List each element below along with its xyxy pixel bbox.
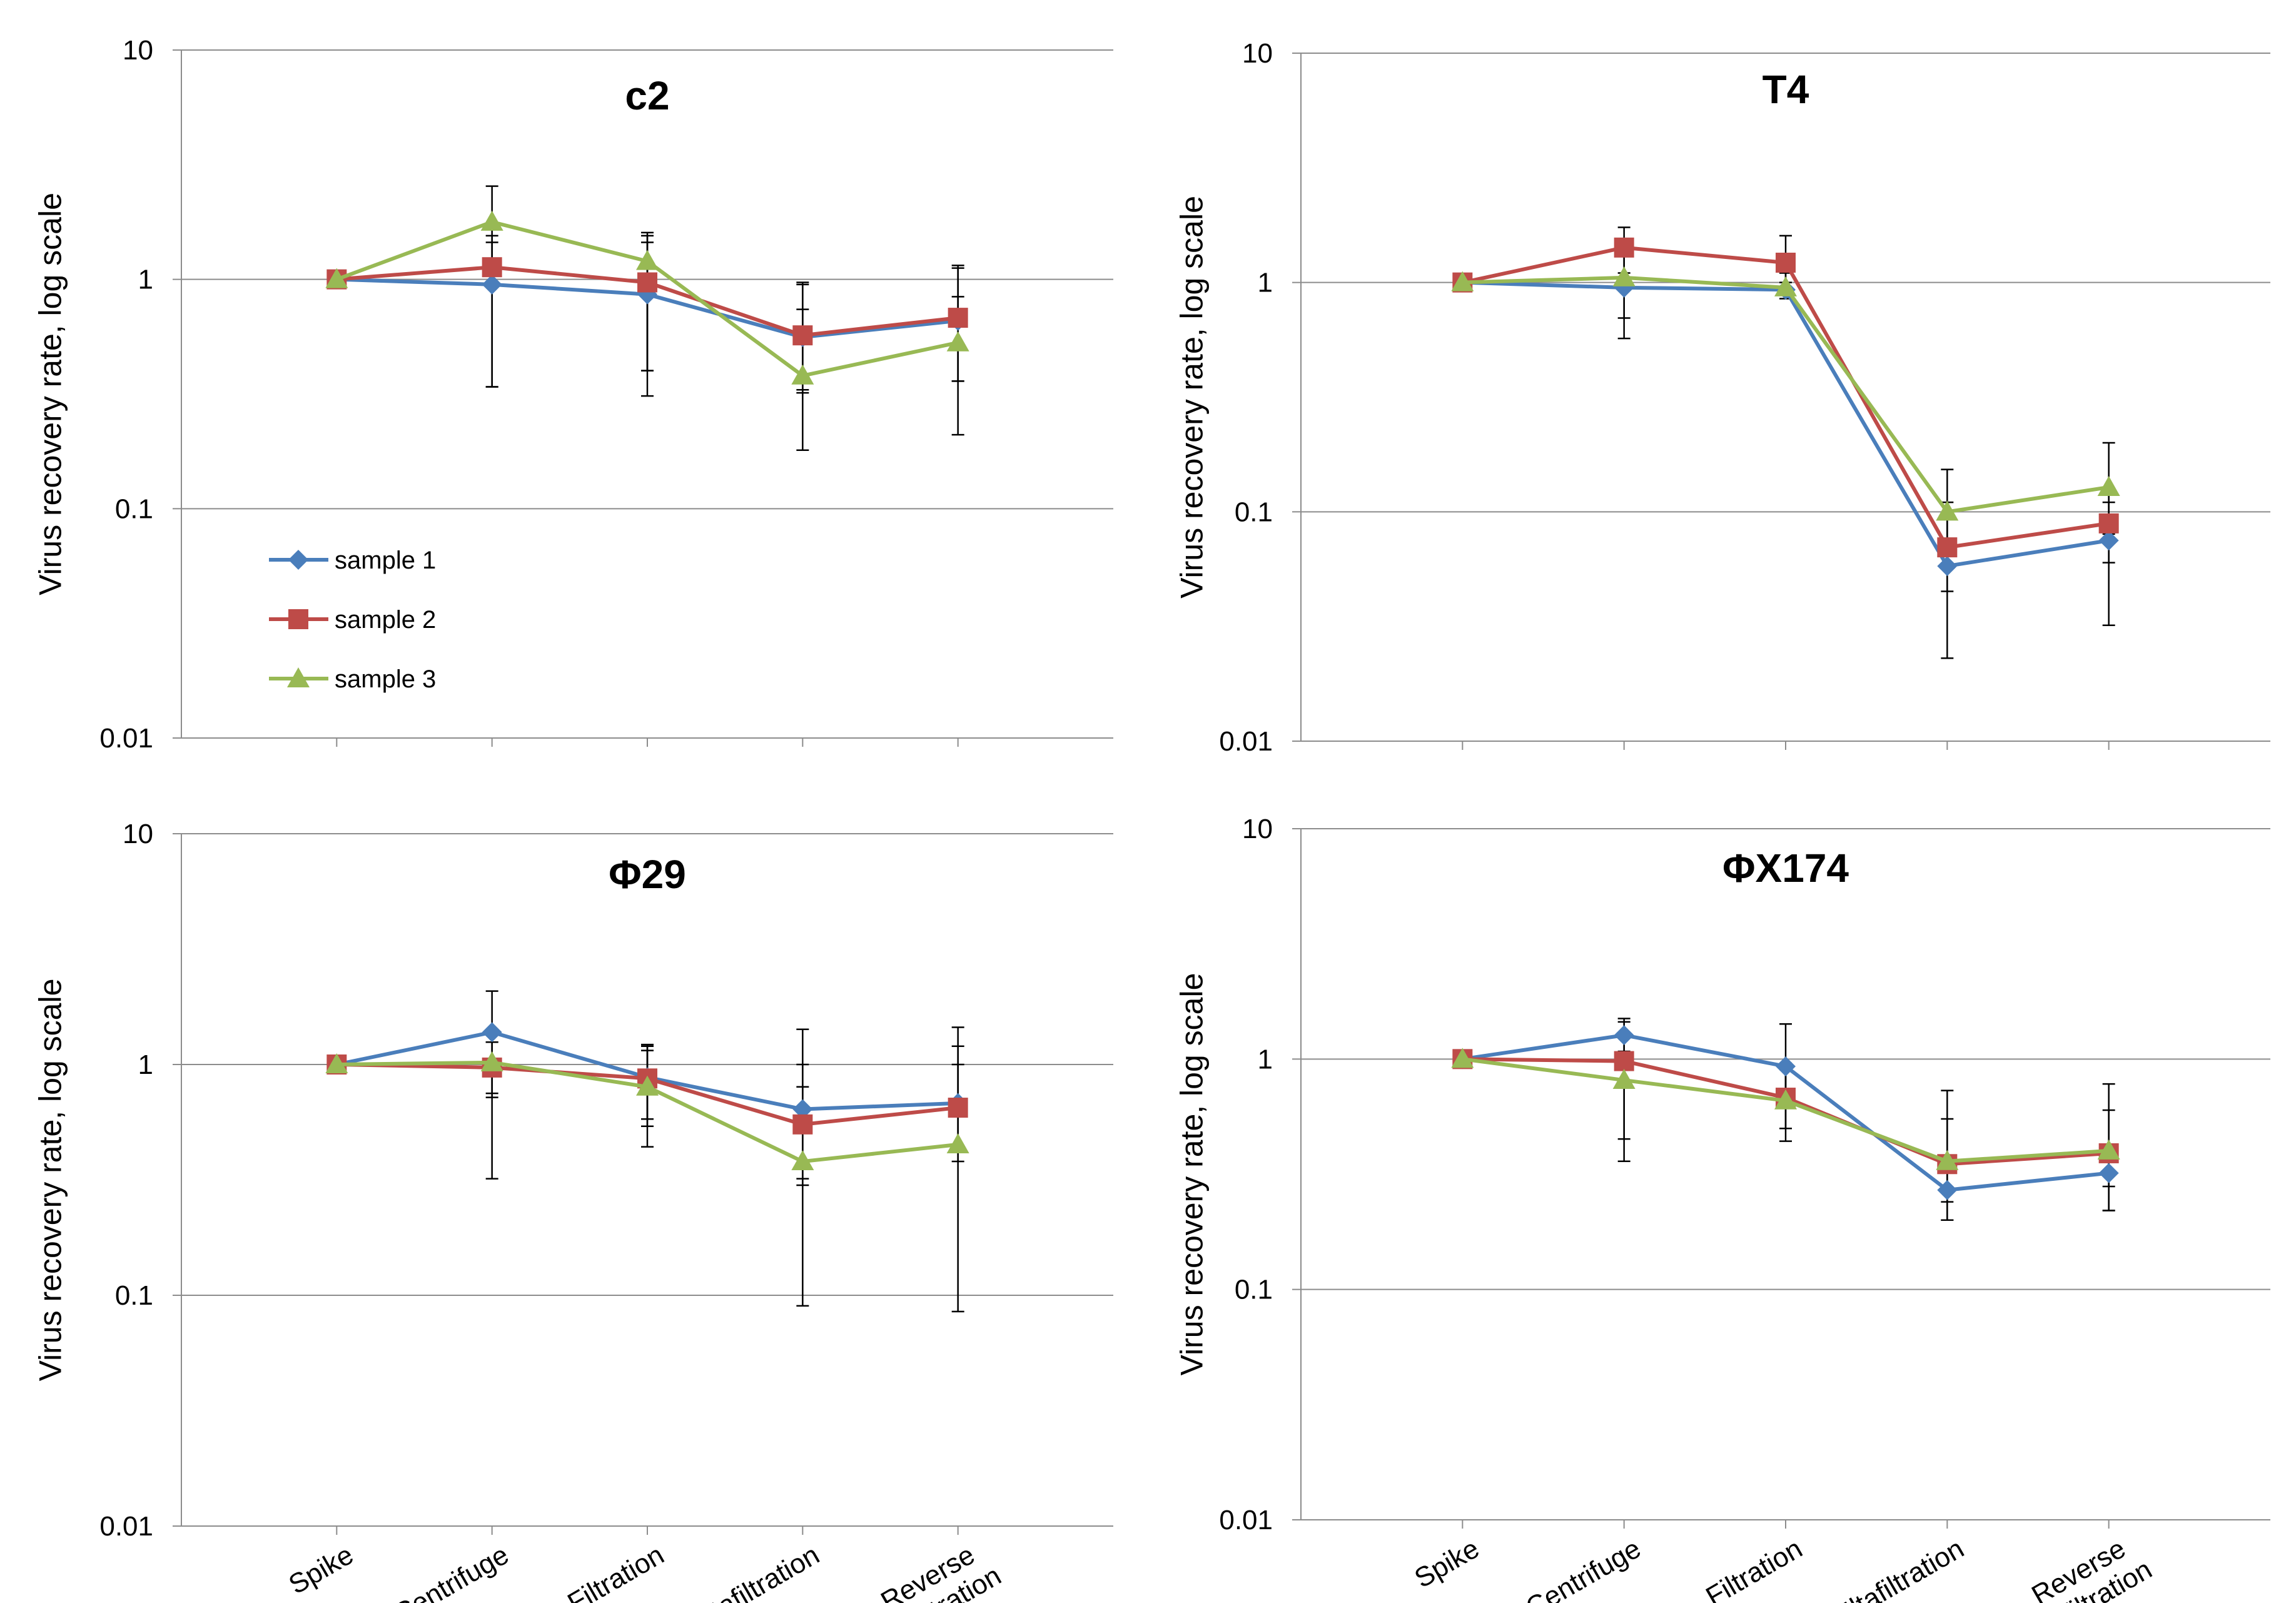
y-tick-label: 10 — [1242, 814, 1273, 844]
marker-p3-s3-3 — [791, 1150, 814, 1171]
y-tick-label: 0.01 — [1219, 726, 1273, 757]
marker-p1-s3-0 — [325, 268, 348, 288]
x-tick-label: Centrifuge — [388, 1539, 513, 1603]
marker-p3-s3-2 — [636, 1075, 659, 1096]
series-line-1 — [1462, 280, 2110, 569]
x-tick-label: Spike — [284, 1539, 359, 1600]
marker-p1-s3-2 — [636, 250, 659, 270]
panel-3: 10 1 0.1 0.01 Φ29 Virus recovery rate, log sc… — [33, 819, 1113, 1603]
marker-p1-s3-1 — [480, 210, 503, 231]
y-axis-label: Virus recovery rate, log scale — [1175, 196, 1210, 599]
y-tick-label: 10 — [123, 35, 153, 66]
legend: sample 1 sample 2 sample 3 — [269, 547, 436, 693]
marker-p1-s3-3 — [791, 364, 814, 385]
marker-p4-s3-3 — [1936, 1150, 1959, 1170]
marker-p1-s2-legend — [288, 609, 308, 629]
error-bar — [641, 1049, 654, 1148]
x-tick-label: Filtration — [562, 1539, 669, 1603]
y-tick-label: 10 — [1242, 38, 1273, 69]
legend-label: sample 3 — [335, 665, 436, 693]
y-tick-label: 10 — [123, 819, 153, 849]
marker-p2-s2-4 — [2098, 513, 2119, 533]
panel-title: c2 — [625, 73, 669, 118]
panel-4: 10 1 0.1 0.01 ΦX174 Virus recovery rate, log … — [1175, 814, 2270, 1603]
legend-label: sample 2 — [335, 606, 436, 634]
marker-p3-s1-1 — [482, 1022, 502, 1043]
marker-p1-s2-1 — [482, 257, 502, 278]
y-tick-label: 0.1 — [115, 1280, 153, 1311]
x-tick-label: Filtration — [1701, 1533, 1808, 1603]
y-tick-label: 1 — [1258, 268, 1273, 298]
marker-p4-s1-2 — [1776, 1056, 1796, 1076]
y-tick-label: 0.01 — [99, 723, 153, 754]
y-tick-label: 1 — [138, 265, 153, 295]
marker-p4-s3-2 — [1774, 1089, 1797, 1110]
panel-title: ΦX174 — [1722, 846, 1849, 891]
legend-label: sample 1 — [335, 547, 436, 574]
marker-p2-s3-0 — [1451, 271, 1474, 291]
x-tick-label: Spike — [1410, 1533, 1485, 1594]
y-axis-label: Virus recovery rate, log scale — [1175, 973, 1210, 1376]
marker-p2-s3-2 — [1774, 276, 1797, 296]
y-tick-label: 0.01 — [99, 1511, 153, 1542]
marker-p1-s2-4 — [948, 308, 968, 328]
marker-p3-s2-4 — [948, 1098, 968, 1118]
marker-p4-s1-4 — [2098, 1163, 2119, 1183]
marker-p1-s2-2 — [637, 272, 657, 293]
y-tick-label: 0.1 — [115, 493, 153, 524]
marker-p2-s2-2 — [1776, 253, 1796, 273]
marker-p4-s1-3 — [1937, 1180, 1958, 1200]
x-tick-label: Centrifuge — [1520, 1533, 1646, 1603]
marker-p3-s2-3 — [792, 1114, 813, 1135]
marker-p4-s1-1 — [1614, 1025, 1634, 1046]
marker-p1-s1-1 — [482, 274, 502, 295]
marker-p1-s2-3 — [792, 325, 813, 346]
marker-p2-s3-4 — [2097, 476, 2120, 497]
y-tick-label: 0.1 — [1235, 1275, 1273, 1305]
marker-p2-s3-3 — [1936, 500, 1959, 521]
marker-p3-s3-1 — [480, 1051, 503, 1071]
y-tick-label: 0.01 — [1219, 1505, 1273, 1535]
x-tick-label: Reversefiltration — [2026, 1527, 2157, 1603]
marker-p2-s2-3 — [1937, 537, 1958, 558]
panel-title: Φ29 — [609, 852, 686, 897]
panel-title: T4 — [1762, 67, 1809, 112]
marker-p2-s1-4 — [2098, 530, 2119, 551]
marker-p2-s1-3 — [1937, 556, 1958, 577]
x-tick-label: Ultafiltration — [684, 1539, 825, 1603]
panel-2: 10 1 0.1 0.01 T4 Virus recovery rate, log sca… — [1175, 38, 2270, 757]
y-tick-label: 1 — [138, 1049, 153, 1080]
marker-p2-s3-1 — [1612, 266, 1636, 286]
marker-p4-s2-1 — [1614, 1051, 1634, 1071]
y-tick-label: 0.1 — [1235, 497, 1273, 527]
marker-p1-s3-legend — [287, 667, 310, 687]
marker-p4-s3-4 — [2097, 1139, 2120, 1160]
x-tick-label: Ultafiltration — [1828, 1533, 1970, 1603]
marker-p1-s1-legend — [288, 550, 308, 570]
panel-1: 10 1 0.1 0.01 c2 Virus recovery rate, log sca… — [33, 35, 1113, 754]
marker-p3-s3-4 — [946, 1133, 969, 1153]
marker-p3-s3-0 — [325, 1053, 348, 1073]
marker-p3-s1-3 — [792, 1099, 813, 1120]
y-tick-label: 1 — [1258, 1044, 1273, 1075]
marker-p1-s3-4 — [946, 331, 969, 351]
marker-p4-s3-0 — [1451, 1048, 1474, 1068]
x-tick-label: Reversefiltration — [876, 1533, 1006, 1603]
marker-p2-s2-1 — [1614, 237, 1634, 258]
y-axis-label: Virus recovery rate, log scale — [33, 193, 68, 595]
marker-p4-s3-1 — [1612, 1069, 1636, 1090]
series-line-3 — [1462, 275, 2110, 514]
y-axis-label: Virus recovery rate, log scale — [33, 979, 68, 1382]
